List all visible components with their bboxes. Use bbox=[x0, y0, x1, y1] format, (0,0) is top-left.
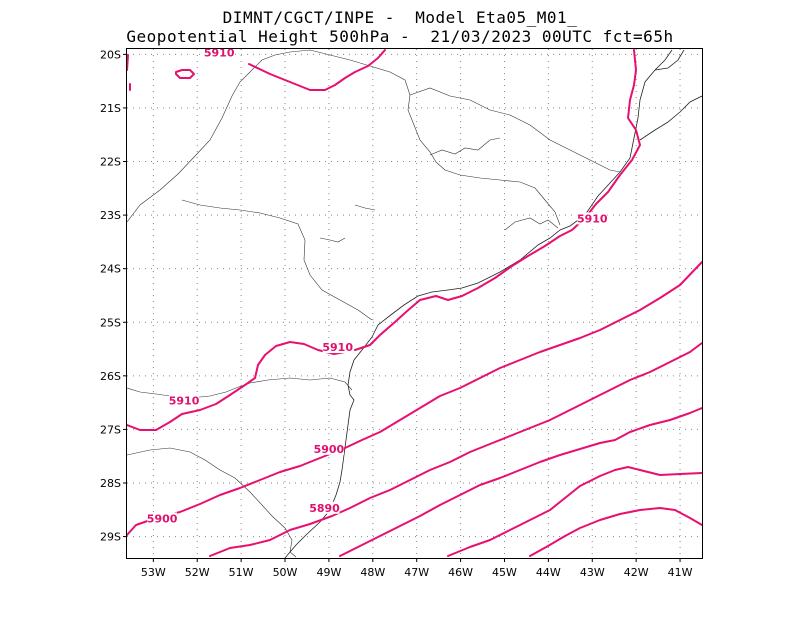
contour-label: 5910 bbox=[169, 395, 200, 408]
contour-5910-north bbox=[248, 49, 386, 91]
map-title-line1: DIMNT/CGCT/INPE - Model Eta05_M01_ bbox=[222, 8, 578, 27]
lon-tick-label: 46W bbox=[448, 566, 473, 579]
map-title-line2: Geopotential Height 500hPa - 21/03/2023 … bbox=[126, 27, 674, 46]
lat-tick-label: 24S bbox=[100, 263, 121, 276]
lat-tick-label: 23S bbox=[100, 209, 121, 222]
lat-tick-label: 27S bbox=[100, 423, 121, 436]
contour-5880 bbox=[339, 407, 703, 557]
lon-tick-label: 52W bbox=[185, 566, 210, 579]
contour-5860 bbox=[529, 507, 703, 557]
contour-label: 5890 bbox=[309, 502, 340, 515]
contour-label: 5900 bbox=[314, 443, 345, 456]
contour-label-background bbox=[577, 212, 608, 225]
lat-tick-label: 29S bbox=[100, 531, 121, 544]
contour-5910-east bbox=[354, 49, 641, 351]
lon-tick-label: 41W bbox=[668, 566, 693, 579]
lon-tick-label: 49W bbox=[316, 566, 341, 579]
lon-tick-label: 45W bbox=[492, 566, 517, 579]
contour-label: 5900 bbox=[147, 512, 178, 525]
map-frame bbox=[126, 48, 703, 559]
contour-label: 5910 bbox=[577, 212, 608, 225]
contour-edge-fragment bbox=[126, 54, 131, 91]
lat-tick-label: 21S bbox=[100, 102, 121, 115]
height-contours bbox=[126, 49, 703, 557]
contour-label-background bbox=[309, 501, 340, 514]
lon-tick-label: 48W bbox=[360, 566, 385, 579]
lon-tick-label: 44W bbox=[536, 566, 561, 579]
lat-tick-label: 22S bbox=[100, 156, 121, 169]
lat-tick-label: 28S bbox=[100, 477, 121, 490]
coastline bbox=[284, 49, 703, 559]
contour-label-background bbox=[322, 341, 353, 354]
contour-label-background bbox=[204, 46, 235, 59]
lat-tick-label: 26S bbox=[100, 370, 121, 383]
lat-tick-label: 20S bbox=[100, 48, 121, 61]
lat-tick-label: 25S bbox=[100, 316, 121, 329]
contour-label-background bbox=[169, 394, 200, 407]
state-borders bbox=[126, 49, 621, 558]
lon-tick-label: 53W bbox=[141, 566, 166, 579]
contour-5890 bbox=[209, 342, 703, 557]
contour-label-background bbox=[313, 442, 344, 455]
contour-label: 5910 bbox=[204, 46, 235, 59]
contour-labels: 5910 5910 5910 5910 5900 5900 5890 bbox=[147, 46, 608, 525]
contour-5870 bbox=[447, 466, 703, 557]
contour-label-background bbox=[147, 512, 178, 525]
lon-tick-label: 47W bbox=[404, 566, 429, 579]
lon-tick-label: 42W bbox=[624, 566, 649, 579]
lon-tick-label: 50W bbox=[273, 566, 298, 579]
contour-5910-island bbox=[175, 69, 195, 79]
axis-ticks: 20S 21S 22S 23S 24S 25S 26S 27S 28S 29S 53W 52W 51W 5… bbox=[100, 48, 693, 579]
contour-label: 5910 bbox=[322, 341, 353, 354]
contour-5910-west bbox=[126, 341, 346, 431]
contour-5900 bbox=[126, 261, 703, 536]
lon-tick-label: 51W bbox=[229, 566, 254, 579]
lon-tick-label: 43W bbox=[580, 566, 605, 579]
